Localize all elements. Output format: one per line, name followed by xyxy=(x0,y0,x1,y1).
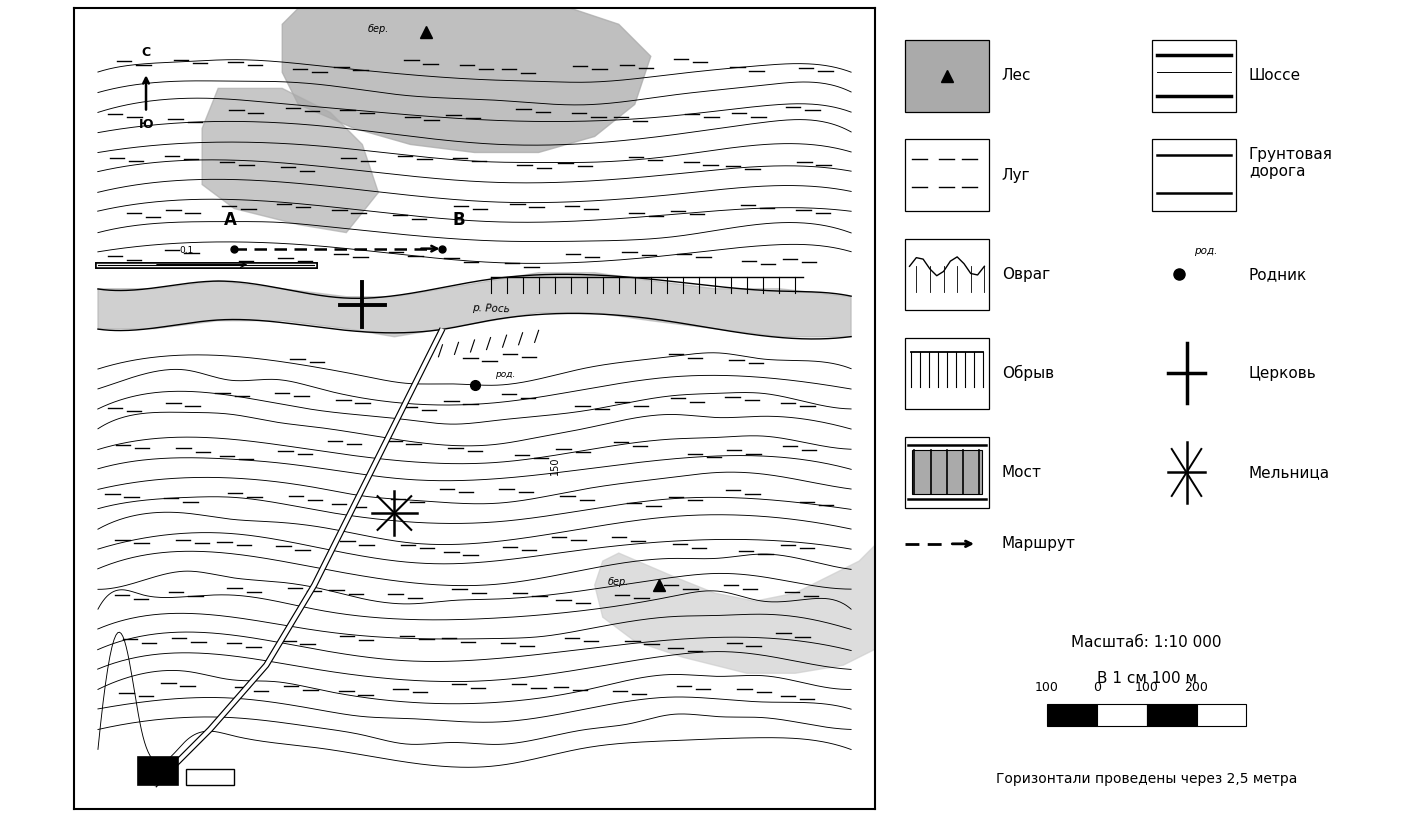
Bar xyxy=(904,40,990,112)
Bar xyxy=(1046,704,1097,726)
Bar xyxy=(138,757,179,786)
Text: Овраг: Овраг xyxy=(1002,267,1050,282)
Bar xyxy=(904,338,990,409)
Polygon shape xyxy=(595,545,875,673)
Text: Горизонтали проведены через 2,5 метра: Горизонтали проведены через 2,5 метра xyxy=(995,772,1298,786)
Text: 100: 100 xyxy=(1035,681,1059,694)
Bar xyxy=(904,140,990,211)
Text: род.: род. xyxy=(495,370,515,379)
Bar xyxy=(1152,140,1236,211)
Text: Церковь: Церковь xyxy=(1249,366,1316,381)
Text: Обрыв: Обрыв xyxy=(1002,365,1054,382)
Text: Мост: Мост xyxy=(1002,465,1042,480)
Text: бер.: бер. xyxy=(368,24,389,35)
Bar xyxy=(1097,704,1147,726)
Polygon shape xyxy=(283,8,651,153)
Text: Ю: Ю xyxy=(139,118,153,131)
Bar xyxy=(1197,704,1246,726)
Bar xyxy=(912,450,981,494)
Text: Грунтовая
дорога: Грунтовая дорога xyxy=(1249,147,1333,179)
Text: С: С xyxy=(142,46,150,59)
Text: Лес: Лес xyxy=(1002,69,1032,83)
Text: 100: 100 xyxy=(1135,681,1159,694)
Text: 0: 0 xyxy=(1092,681,1101,694)
Text: 150: 150 xyxy=(550,457,560,475)
Text: В 1 см 100 м: В 1 см 100 м xyxy=(1097,672,1197,686)
Bar xyxy=(186,770,235,786)
Text: р. Рось: р. Рось xyxy=(471,303,509,315)
Text: Родник: Родник xyxy=(1249,267,1308,282)
Polygon shape xyxy=(202,88,378,233)
Bar xyxy=(904,239,990,310)
Bar xyxy=(1146,704,1197,726)
Text: Маршрут: Маршрут xyxy=(1002,536,1076,551)
Text: Масштаб: 1:10 000: Масштаб: 1:10 000 xyxy=(1071,635,1222,650)
Text: Луг: Луг xyxy=(1002,168,1031,183)
Bar xyxy=(1152,40,1236,112)
Text: род.: род. xyxy=(1194,246,1218,256)
Text: 0,1: 0,1 xyxy=(179,245,193,254)
Text: 200: 200 xyxy=(1185,681,1208,694)
Text: бер.: бер. xyxy=(607,577,630,587)
Text: В: В xyxy=(453,211,465,229)
Bar xyxy=(904,437,990,508)
Text: Мельница: Мельница xyxy=(1249,465,1330,480)
Polygon shape xyxy=(98,273,851,337)
Text: А: А xyxy=(224,211,236,229)
Text: Шоссе: Шоссе xyxy=(1249,69,1301,83)
